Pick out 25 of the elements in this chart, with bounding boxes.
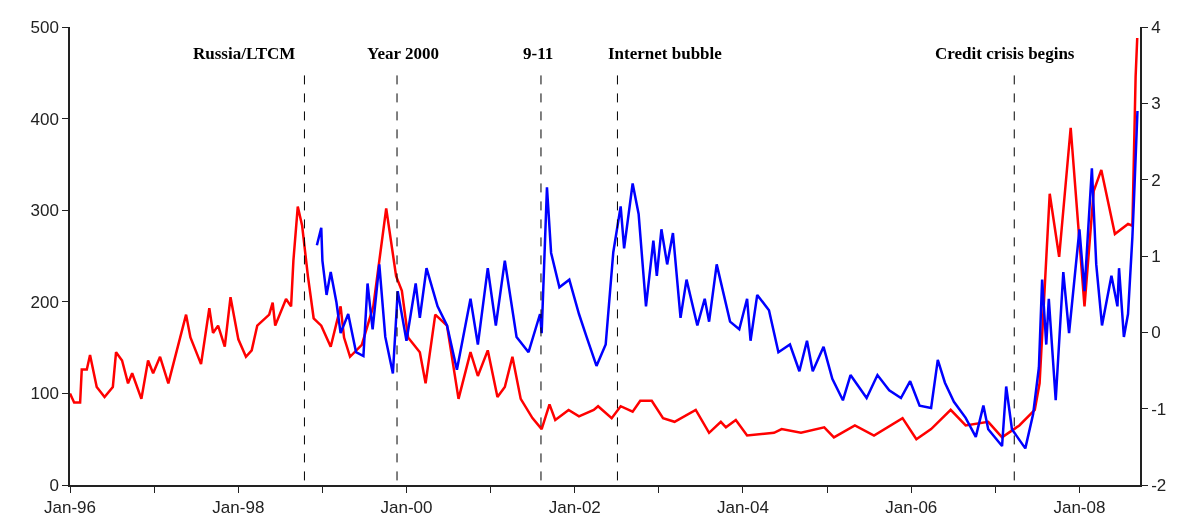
x-tick-label: Jan-96: [44, 498, 96, 518]
y-tick-label: 200: [30, 292, 59, 312]
y2-tick-label: 2: [1151, 170, 1161, 190]
y2-tick-label: 3: [1151, 94, 1161, 114]
x-tick-label: Jan-98: [212, 498, 265, 518]
x-tick-label: Jan-00: [380, 498, 433, 518]
x-tick-label: Jan-06: [885, 498, 938, 518]
y-tick-label: 100: [30, 384, 59, 404]
y2-tick-label: -1: [1151, 399, 1167, 419]
ref-line-label: Russia/LTCM: [193, 44, 296, 63]
y2-tick-label: 1: [1151, 246, 1161, 266]
y-tick-label: 300: [30, 201, 59, 221]
x-tick-label: Jan-08: [1053, 498, 1106, 518]
y-tick-label: 0: [49, 475, 59, 495]
ref-line-label: Year 2000: [367, 44, 439, 63]
y-tick-label: 500: [30, 17, 59, 37]
ref-line-label: 9-11: [523, 44, 554, 63]
y-tick-label: 400: [30, 109, 59, 129]
y2-tick-label: 4: [1151, 17, 1161, 37]
y2-tick-label: -2: [1151, 475, 1167, 495]
y2-tick-label: 0: [1151, 323, 1161, 343]
ref-line-label: Credit crisis begins: [935, 44, 1075, 63]
x-tick-label: Jan-04: [716, 498, 769, 518]
x-tick-label: Jan-02: [548, 498, 601, 518]
ref-line-label: Internet bubble: [608, 44, 723, 63]
